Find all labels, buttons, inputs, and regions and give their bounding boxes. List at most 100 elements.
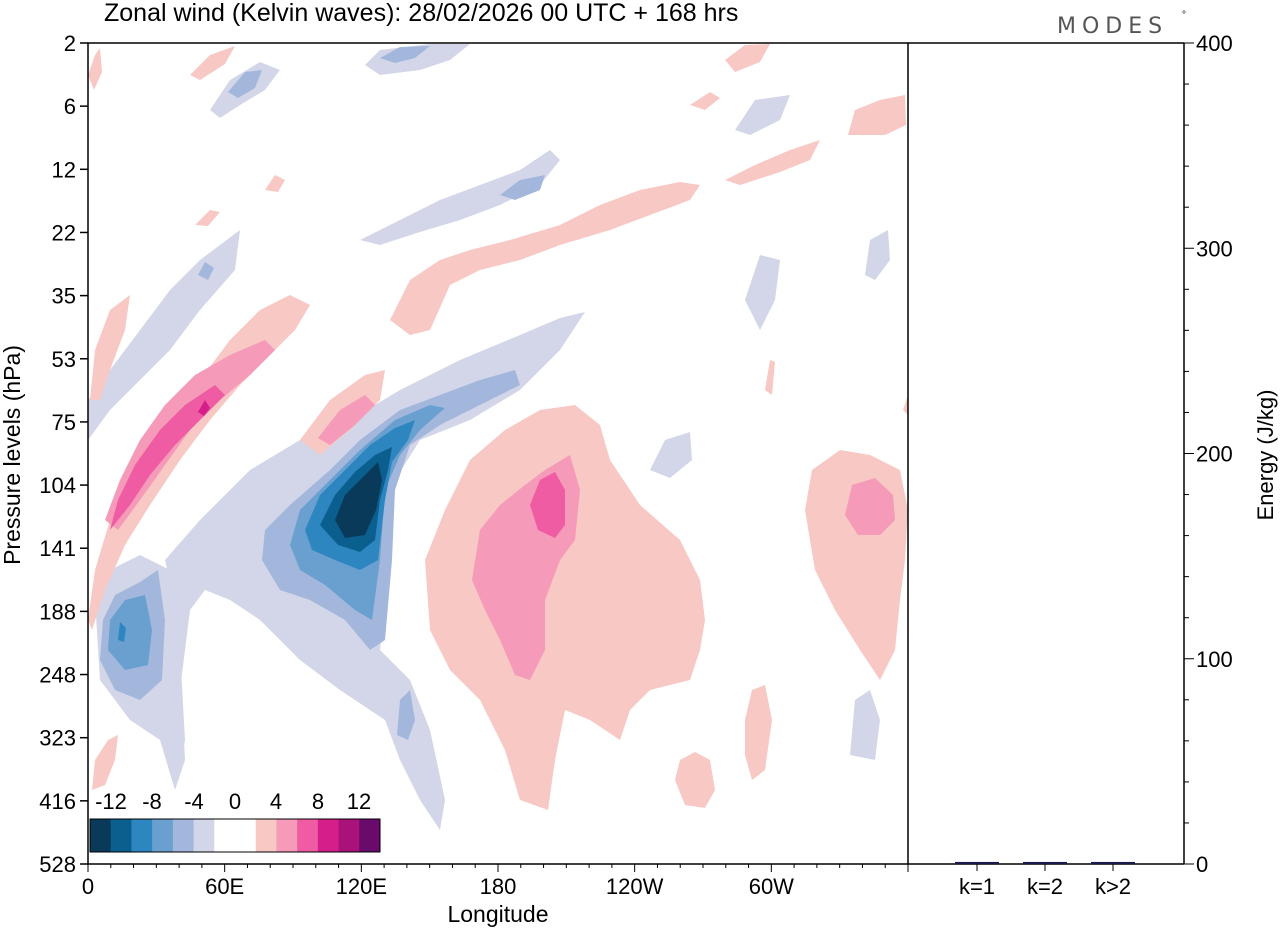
energy-axis-title: Energy (J/kg): [1253, 390, 1278, 521]
colorbar-swatch: [214, 819, 236, 852]
colorbar-swatch: [193, 819, 215, 852]
contour-neg-light-upper-left: [88, 230, 240, 440]
colorbar: -12 -8 -4 0 4 8 12: [89, 789, 381, 853]
colorbar-swatch: [172, 819, 194, 852]
energy-category-label: k=1: [959, 874, 995, 899]
energy-tick-label: 300: [1196, 236, 1233, 261]
brand-registered-mark: °: [1182, 10, 1186, 21]
contour-pos-core-left: [198, 400, 210, 416]
y-tick-label: 528: [39, 852, 76, 877]
contour-pos-light-upper-left: [90, 295, 130, 400]
y-tick-label: 6: [64, 94, 76, 119]
colorbar-label: -4: [184, 789, 204, 814]
x-tick-label: 120W: [606, 874, 664, 899]
colorbar-swatch: [131, 819, 153, 852]
contour-neg-mid-small-1: [397, 690, 415, 740]
contour-neg-light-east-5: [865, 230, 890, 280]
contour-pos-light-mid-1: [690, 92, 720, 110]
colorbar-label: 8: [312, 789, 324, 814]
colorbar-swatch: [110, 819, 132, 852]
x-tick-label: 60W: [749, 874, 794, 899]
colorbar-swatch: [90, 819, 112, 852]
y-tick-label: 35: [52, 284, 76, 309]
contour-pos-light-top-right: [848, 95, 906, 135]
contour-pos-strong-east: [530, 472, 565, 538]
contour-neg-light-east-4: [735, 95, 790, 135]
x-axis-title: Longitude: [447, 901, 548, 927]
contour-neg-light-east-3: [650, 432, 692, 478]
energy-category-label: k>2: [1095, 874, 1131, 899]
chart-title: Zonal wind (Kelvin waves): 28/02/2026 00…: [104, 0, 738, 27]
contour-pos-light-top-left: [88, 48, 102, 90]
contour-pos-mid-left-band: [105, 340, 275, 530]
energy-bars: k=1 k=2 k>2: [955, 861, 1135, 899]
colorbar-label: 12: [347, 789, 371, 814]
contour-neg-core-dot: [118, 622, 126, 642]
y-tick-label: 323: [39, 726, 76, 751]
colorbar-label: 0: [229, 789, 241, 814]
energy-category-label: k=2: [1027, 874, 1063, 899]
brand-logo: MODES: [1057, 14, 1168, 39]
contour-pos-light-mid-2: [265, 175, 285, 192]
y-tick-label: 75: [52, 410, 76, 435]
colorbar-label: -12: [95, 789, 127, 814]
colorbar-label: -8: [142, 789, 162, 814]
contour-neg-light-top: [365, 44, 470, 75]
contour-pos-light-big-east: [425, 405, 705, 810]
y-axis: 2 6 12 22 35 53 75 104 141 188 248 323 416 528: [39, 31, 88, 877]
x-tick-label: 60E: [205, 874, 244, 899]
contour-pos-light-lower-left: [92, 735, 118, 790]
energy-axis: 0 100 200 300 400: [1184, 31, 1233, 877]
energy-tick-label: 0: [1196, 852, 1208, 877]
x-tick-label: 0: [82, 874, 94, 899]
energy-tick-label: 400: [1196, 31, 1233, 56]
y-tick-label: 248: [39, 663, 76, 688]
contour-pos-mid-small-1: [318, 395, 375, 445]
y-tick-label: 416: [39, 789, 76, 814]
contour-pos-light-edge-2: [903, 395, 908, 415]
contour-neg-light-east-2: [850, 690, 880, 760]
colorbar-swatch: [297, 819, 319, 852]
x-tick-label: 120E: [336, 874, 387, 899]
energy-bar: [955, 861, 999, 864]
colorbar-swatch: [235, 819, 257, 852]
colorbar-swatch: [338, 819, 360, 852]
y-tick-label: 22: [52, 220, 76, 245]
colorbar-swatch: [152, 819, 174, 852]
y-tick-label: 12: [52, 157, 76, 182]
contour-neg-mid-small-2: [500, 175, 545, 200]
contour-neg-strong-lower-left: [108, 595, 152, 670]
energy-bar: [1091, 861, 1135, 864]
x-axis: 0 60E 120E 180 120W 60W: [82, 864, 909, 899]
contour-pos-light-lower-1: [675, 752, 715, 808]
energy-tick-label: 200: [1196, 442, 1233, 467]
colorbar-swatch: [317, 819, 339, 852]
contour-field: [88, 44, 908, 830]
colorbar-swatch: [255, 819, 277, 852]
colorbar-frame: [89, 818, 381, 853]
energy-bar: [1023, 861, 1067, 864]
contour-pos-light-top-mid: [190, 46, 235, 80]
energy-tick-label: 100: [1196, 647, 1233, 672]
contour-neg-core: [335, 462, 382, 538]
contour-pos-light-strat: [390, 182, 700, 335]
contour-neg-mid-small-3: [198, 262, 214, 280]
y-tick-label: 53: [52, 347, 76, 372]
contour-pos-light-lower-2: [745, 685, 772, 780]
y-axis-title: Pressure levels (hPa): [0, 345, 25, 565]
contour-pos-light-mid-3: [195, 210, 220, 226]
colorbar-label: 4: [270, 789, 282, 814]
contour-pos-light-top-right-3: [725, 140, 820, 185]
colorbar-swatch: [276, 819, 298, 852]
x-tick-label: 180: [480, 874, 517, 899]
contour-pos-mid-far-east: [845, 478, 895, 535]
colorbar-swatch: [359, 819, 381, 852]
contour-pos-light-edge-1: [765, 360, 775, 395]
y-tick-label: 104: [39, 473, 76, 498]
contour-neg-light-east-1: [745, 255, 780, 330]
y-tick-label: 188: [39, 599, 76, 624]
contour-neg-light-strat: [360, 150, 560, 245]
y-tick-label: 2: [64, 31, 76, 56]
contour-pos-light-left-band: [88, 295, 310, 630]
